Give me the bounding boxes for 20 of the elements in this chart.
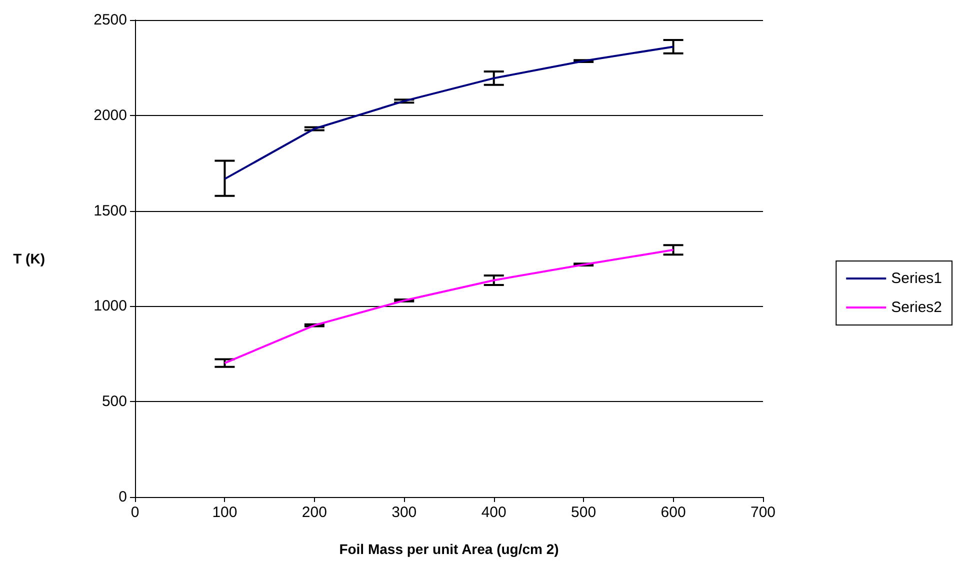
line-series [224, 46, 674, 180]
legend-label: Series2 [891, 299, 942, 316]
x-tick-label: 600 [660, 504, 686, 521]
x-tick-label: 500 [571, 504, 596, 521]
y-tick-label: 1500 [94, 202, 127, 220]
y-tick-label: 500 [102, 393, 127, 410]
y-tick-label: 2000 [94, 106, 127, 124]
y-tick-label: 0 [118, 488, 127, 506]
x-tick-label: 300 [392, 504, 417, 521]
y-tick-label: 1000 [94, 298, 127, 315]
x-tick-label: 700 [750, 504, 776, 521]
y-axis-title: T (K) [13, 250, 45, 266]
x-tick-label: 100 [212, 504, 238, 521]
x-tick-label: 400 [481, 504, 506, 521]
x-tick-label: 0 [130, 504, 140, 521]
x-tick-label: 200 [302, 504, 327, 521]
x-axis-title: Foil Mass per unit Area (ug/cm 2) [339, 541, 559, 557]
line-series [224, 248, 674, 364]
y-tick-label: 2500 [94, 12, 127, 28]
legend-label: Series1 [891, 270, 942, 287]
